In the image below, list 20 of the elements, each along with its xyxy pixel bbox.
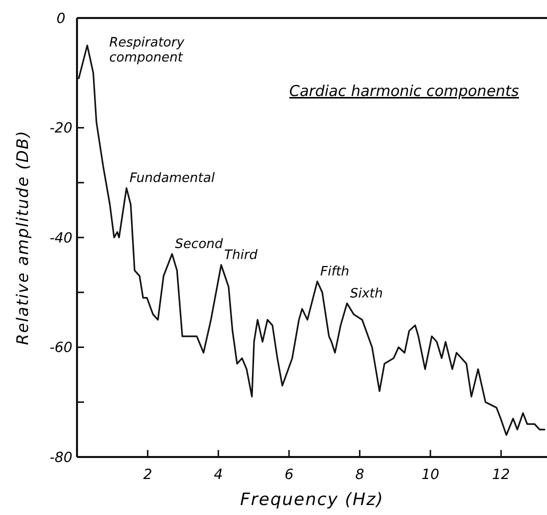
annotation: Fundamental (129, 171, 216, 186)
annotation: Sixth (350, 286, 383, 302)
x-tick-label: 4 (214, 467, 223, 483)
y-tick-label: -40 (50, 230, 73, 246)
y-axis-title: Relative amplitude (DB) (13, 130, 32, 346)
x-tick-label: 8 (355, 467, 364, 483)
x-axis-title: Frequency (Hz) (240, 490, 384, 510)
x-tick-label: 6 (284, 467, 294, 483)
y-tick-label: -20 (50, 120, 73, 137)
y-tick-label: -60 (50, 340, 73, 356)
annotation: Third (224, 248, 258, 263)
x-tick-label: 2 (143, 467, 152, 483)
annotation: Respiratory component (109, 35, 185, 66)
x-tick-label: 12 (492, 467, 510, 483)
x-tick-label: 10 (421, 467, 440, 483)
y-tick-label: 0 (56, 10, 66, 27)
annotation: Cardiac harmonic components (289, 82, 520, 100)
annotation: Fifth (320, 264, 350, 280)
y-tick-label: -80 (50, 450, 73, 466)
annotation: Second (175, 236, 224, 252)
